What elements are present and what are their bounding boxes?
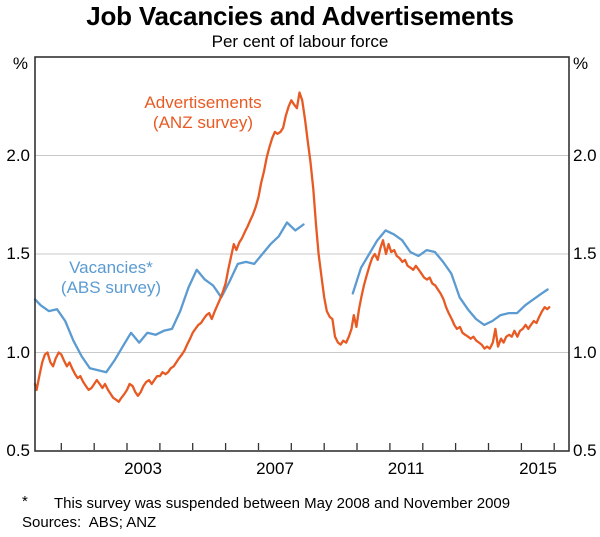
y-tick-label-right-1.5: 1.5 xyxy=(573,244,597,263)
series-line-vacancies xyxy=(351,229,549,327)
chart-title: Job Vacancies and Advertisements xyxy=(86,1,514,31)
legend-vacancies-line1: Vacancies* xyxy=(69,258,153,277)
chart-subtitle: Per cent of labour force xyxy=(211,32,389,51)
legend-vacancies-line2: (ABS survey) xyxy=(60,278,162,297)
y-tick-label-right-2.0: 2.0 xyxy=(573,146,597,165)
series-line-vacancies xyxy=(33,221,305,374)
y-tick-label-left-1.5: 1.5 xyxy=(6,244,30,263)
y-tick-label-left-0.5: 0.5 xyxy=(6,441,30,460)
x-tick-label-2007: 2007 xyxy=(256,459,294,478)
legend-advertisements-line1: Advertisements xyxy=(144,93,262,112)
y-tick-label-right-0.5: 0.5 xyxy=(573,441,597,460)
x-tick-label-2015: 2015 xyxy=(519,459,557,478)
series-line-advertisements xyxy=(33,91,551,403)
x-tick-label-2003: 2003 xyxy=(124,459,162,478)
legend-vacancies: Vacancies* (ABS survey) xyxy=(61,258,161,298)
legend-advertisements: Advertisements (ANZ survey) xyxy=(144,93,261,133)
legend-advertisements-line2: (ANZ survey) xyxy=(152,113,254,132)
y-tick-label-left-1.0: 1.0 xyxy=(6,343,30,362)
y-tick-label-left-2.0: 2.0 xyxy=(6,146,30,165)
footnote-marker: * xyxy=(22,493,28,510)
plot-frame xyxy=(34,56,570,452)
sources-line: Sources: ABS; ANZ xyxy=(22,514,157,531)
y-tick-label-right-1.0: 1.0 xyxy=(573,343,597,362)
y-axis-unit-left: % xyxy=(12,54,28,73)
footnote-text: This survey was suspended between May 20… xyxy=(54,495,511,512)
x-tick-label-2011: 2011 xyxy=(387,459,425,478)
y-axis-unit-right: % xyxy=(573,54,589,73)
